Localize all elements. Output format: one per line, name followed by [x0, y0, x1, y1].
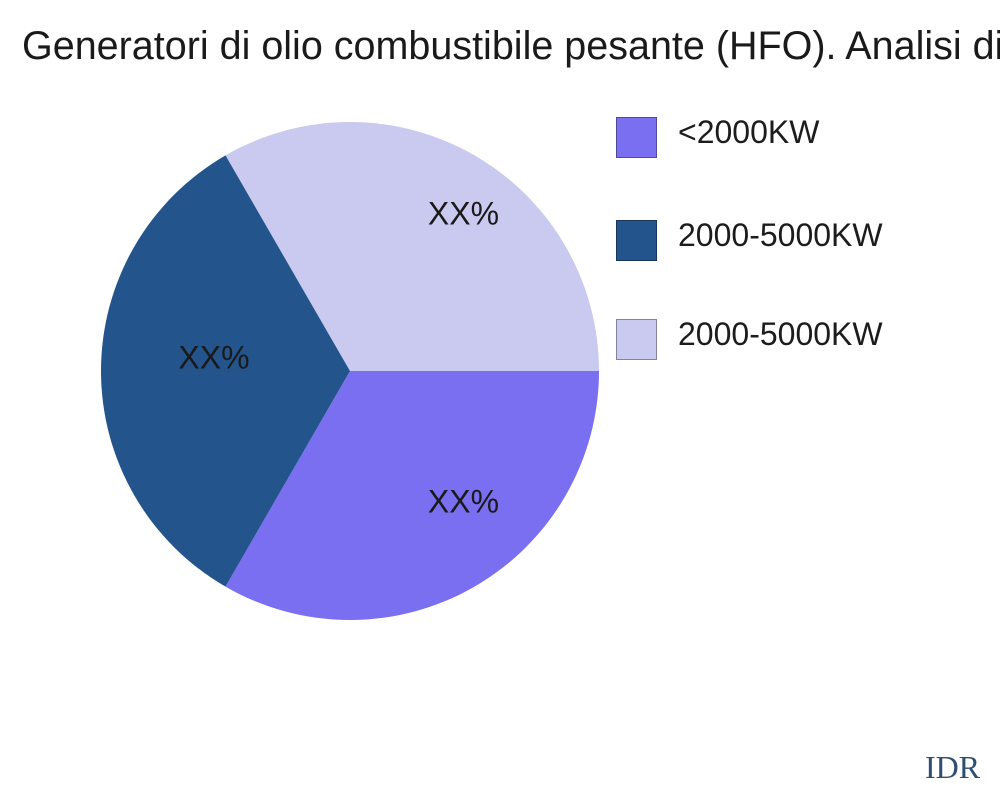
svg-text:XX%: XX% [428, 484, 499, 520]
svg-text:XX%: XX% [178, 340, 249, 376]
svg-text:XX%: XX% [428, 196, 499, 232]
